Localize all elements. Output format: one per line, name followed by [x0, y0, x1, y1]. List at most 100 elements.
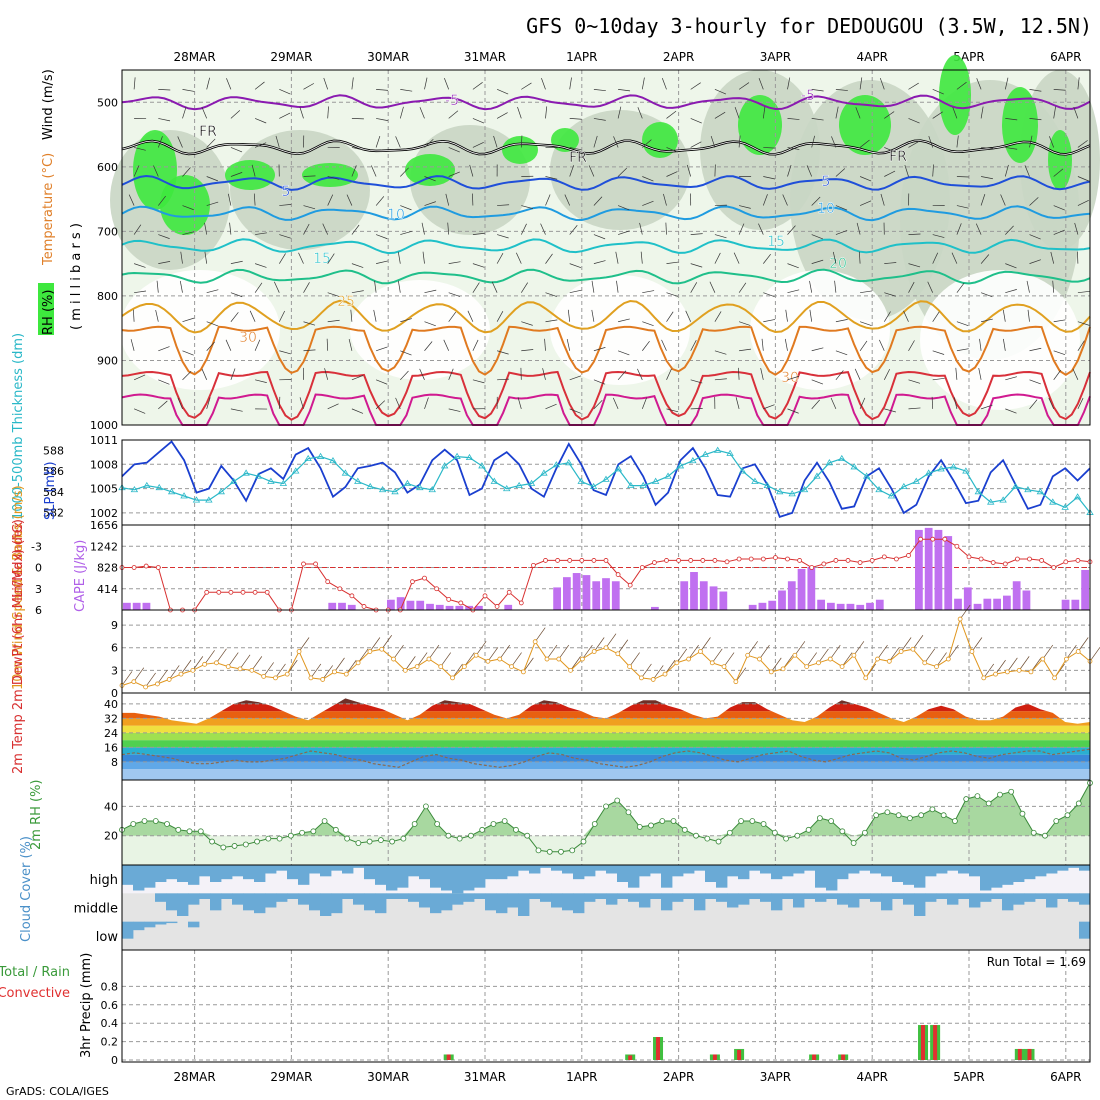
thickness-marker — [987, 498, 995, 505]
thickness-marker — [776, 488, 784, 495]
lifted-index-marker — [639, 565, 645, 570]
cloud-bar — [485, 893, 497, 911]
humidity-marker — [1053, 818, 1060, 824]
wind-barb — [230, 260, 243, 264]
temperature-band — [122, 761, 1090, 770]
wind-barb — [859, 397, 866, 410]
wind-barb — [545, 403, 557, 410]
cloud-bar — [815, 865, 827, 888]
cloud-bar — [133, 921, 145, 931]
contour-label: -5 — [445, 93, 459, 109]
wind-barb-10m — [912, 635, 924, 650]
wind-barb — [1073, 107, 1079, 119]
wind-barb-10m — [700, 637, 711, 652]
wind-barb-10m — [1077, 637, 1089, 652]
cape-bar — [934, 529, 943, 610]
humidity-marker — [141, 818, 148, 824]
lifted-index-marker — [615, 572, 621, 577]
date-label-top: 31MAR — [464, 50, 506, 64]
wind-barb — [254, 118, 267, 124]
cloud-bar — [958, 893, 970, 899]
wind-barb — [1077, 321, 1090, 326]
wind-barb — [784, 338, 788, 351]
wind-barb — [612, 397, 619, 410]
wind-barb — [979, 338, 982, 351]
lifted-index-marker — [1027, 556, 1032, 562]
humidity-marker — [670, 818, 677, 824]
wind-barb — [617, 167, 627, 177]
thickness-tick-label: 588 — [43, 444, 64, 457]
wind-barb — [370, 165, 377, 177]
wind-speed-marker — [981, 675, 987, 681]
wind-speed-marker — [155, 681, 160, 687]
cloud-bar — [628, 865, 640, 888]
wind-barb — [978, 367, 982, 380]
wind-barb-10m — [239, 654, 251, 670]
humidity-marker — [220, 844, 227, 851]
wind-barb — [884, 170, 896, 177]
wind-barb — [400, 318, 412, 323]
wind-barb-10m — [841, 652, 853, 667]
cloud-bar — [617, 865, 629, 882]
pressure-axis-label: ( m i l l i b a r s ) — [69, 223, 84, 330]
wind-speed-marker — [568, 667, 573, 673]
cloud-bar — [551, 865, 563, 871]
wind-barb — [981, 176, 993, 180]
temperature-legend-label: Temperature (°C) — [41, 153, 56, 266]
cape-bar — [142, 602, 151, 610]
precip-convective-bar — [812, 1054, 817, 1060]
wind-barb-10m — [334, 657, 345, 673]
wind-barb — [569, 118, 582, 120]
thickness-marker — [329, 456, 337, 464]
cloud-bar — [738, 865, 750, 880]
thickness-marker — [726, 449, 734, 456]
wind-barb — [690, 82, 701, 90]
wind-barb — [545, 106, 548, 119]
cloud-bar — [375, 893, 387, 914]
wind-barb-10m — [381, 635, 392, 650]
wind-barb — [424, 341, 433, 351]
wind-barb — [955, 367, 958, 380]
lifted-index-marker — [760, 556, 766, 562]
wind-speed-marker — [780, 666, 786, 672]
wind-barb — [278, 310, 285, 322]
wind-barb — [443, 339, 450, 351]
wind-barb — [956, 81, 967, 90]
cloud-bar — [474, 865, 486, 888]
wind-barb — [640, 251, 643, 264]
lifted-index-marker — [555, 558, 560, 563]
wind-barb — [230, 147, 243, 153]
wind-barb — [158, 234, 170, 239]
lifted-index-marker — [736, 556, 742, 562]
wind-barb — [593, 89, 606, 92]
wind-barb-10m — [369, 637, 381, 652]
wind-barb — [158, 261, 171, 264]
humidity-marker — [839, 828, 846, 835]
cloud-bar — [320, 865, 332, 877]
thickness-marker — [751, 477, 759, 484]
wind-barb — [714, 111, 726, 119]
thickness-marker — [540, 469, 548, 476]
wind-barb — [351, 375, 364, 381]
wind-barb — [617, 205, 630, 211]
wind-barb — [133, 165, 140, 177]
cloud-bar — [188, 865, 200, 885]
thickness-marker — [937, 465, 945, 472]
wind-barb — [279, 112, 291, 119]
wind-barb — [448, 292, 461, 297]
cloud-bar — [771, 865, 783, 880]
wind-barb — [1072, 368, 1079, 380]
wind-barb — [666, 110, 677, 119]
lifted-index-marker — [906, 553, 911, 558]
wind-barb — [637, 107, 643, 119]
wind-barb — [593, 379, 606, 385]
wind-barb — [400, 167, 409, 177]
wind-barb — [908, 82, 919, 90]
cape-bar — [132, 602, 141, 610]
thickness-marker — [515, 481, 523, 489]
wind-barb-10m — [534, 627, 546, 642]
wind-barb — [758, 78, 764, 90]
cape-bar — [347, 604, 356, 610]
cloud-bar — [199, 893, 211, 899]
wind-speed-marker — [957, 616, 963, 622]
